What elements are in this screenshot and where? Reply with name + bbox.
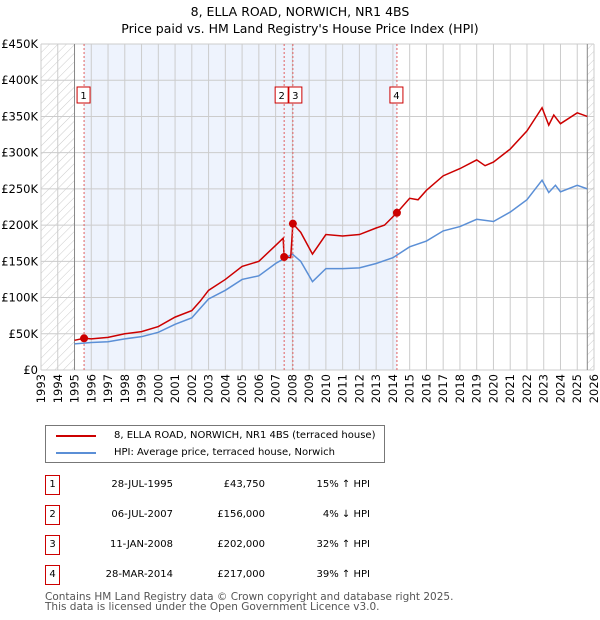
- transaction-hpi: 4% ↓ HPI: [322, 509, 370, 520]
- transaction-hpi: 39% ↑ HPI: [316, 569, 370, 580]
- x-tick-label: 2010: [319, 374, 333, 403]
- sale-label: 1: [80, 91, 86, 102]
- x-tick-label: 2016: [419, 374, 433, 403]
- transaction-date: 28-MAR-2014: [105, 569, 173, 580]
- legend-property: 8, ELLA ROAD, NORWICH, NR1 4BS (terraced…: [114, 430, 376, 441]
- y-tick-label: £0: [23, 363, 38, 377]
- sale-point: [80, 334, 89, 343]
- x-tick-label: 2020: [486, 374, 500, 403]
- x-tick-label: 2005: [235, 374, 249, 403]
- sale-point: [280, 252, 289, 261]
- sale-point: [392, 208, 401, 217]
- x-tick-label: 2024: [553, 374, 567, 403]
- transaction-badge: 4: [45, 565, 60, 585]
- x-tick-label: 1994: [51, 374, 65, 403]
- y-tick-label: £450K: [1, 37, 38, 51]
- y-tick-label: £50K: [9, 327, 39, 341]
- sale-label-box: [288, 86, 303, 104]
- transaction-badge: 1: [45, 475, 60, 495]
- owned-period-shade: [84, 44, 397, 370]
- y-tick-label: £350K: [1, 109, 38, 123]
- x-tick-label: 2026: [587, 374, 600, 403]
- x-tick-label: 2009: [302, 374, 316, 403]
- x-tick-label: 1993: [34, 374, 48, 403]
- x-tick-label: 1998: [118, 374, 132, 403]
- transaction-price: £43,750: [223, 479, 265, 490]
- sale-label: 2: [278, 91, 284, 102]
- transaction-date: 11-JAN-2008: [109, 539, 173, 550]
- x-tick-label: 2023: [537, 374, 551, 403]
- transaction-row: 1 28-JUL-1995 £43,750 15% ↑ HPI: [45, 475, 385, 495]
- y-tick-label: £250K: [1, 182, 38, 196]
- chart-title: 8, ELLA ROAD, NORWICH, NR1 4BS: [190, 4, 410, 19]
- transaction-date: 28-JUL-1995: [111, 479, 173, 490]
- transaction-price: £202,000: [217, 539, 265, 550]
- x-tick-label: 2002: [185, 374, 199, 403]
- sale-label-box: [389, 86, 404, 104]
- y-tick-label: £300K: [1, 146, 38, 160]
- x-tick-label: 2015: [403, 374, 417, 403]
- x-tick-label: 2008: [285, 374, 299, 403]
- y-tick-label: £200K: [1, 218, 38, 232]
- transaction-row: 2 06-JUL-2007 £156,000 4% ↓ HPI: [45, 505, 385, 525]
- x-tick-label: 1996: [84, 374, 98, 403]
- transaction-row: 3 11-JAN-2008 £202,000 32% ↑ HPI: [45, 535, 385, 555]
- footer-licence: This data is licensed under the Open Gov…: [45, 601, 380, 613]
- x-tick-label: 2003: [202, 374, 216, 403]
- x-tick-label: 2014: [386, 374, 400, 403]
- x-tick-label: 2021: [503, 374, 517, 403]
- x-tick-label: 2012: [352, 374, 366, 403]
- x-tick-label: 2018: [453, 374, 467, 403]
- x-tick-label: 2013: [369, 374, 383, 403]
- sale-point: [288, 219, 297, 228]
- x-tick-label: 2011: [336, 374, 350, 403]
- hatched-after: [587, 44, 594, 370]
- footer-copyright: Contains HM Land Registry data © Crown c…: [45, 591, 454, 603]
- transaction-badge: 2: [45, 505, 60, 525]
- y-tick-label: £400K: [1, 73, 38, 87]
- x-tick-label: 1997: [101, 374, 115, 403]
- legend: 8, ELLA ROAD, NORWICH, NR1 4BS (terraced…: [45, 425, 385, 463]
- legend-hpi: HPI: Average price, terraced house, Norw…: [114, 447, 335, 458]
- price-chart: £0 £50K £100K £150K £200K £250K £300K £350K £400…: [1, 37, 600, 403]
- transaction-price: £156,000: [217, 509, 265, 520]
- x-tick-label: 2001: [168, 374, 182, 403]
- transaction-price: £217,000: [217, 569, 265, 580]
- x-tick-label: 2000: [151, 374, 165, 403]
- x-tick-label: 2017: [436, 374, 450, 403]
- y-tick-label: £100K: [1, 291, 38, 305]
- x-tick-label: 2006: [252, 374, 266, 403]
- transaction-badge: 3: [45, 535, 60, 555]
- sale-label: 3: [292, 91, 298, 102]
- x-tick-label: 2004: [218, 374, 232, 403]
- legend-blue-line: [56, 451, 96, 454]
- sale-label-box: [76, 86, 91, 104]
- legend-red-line: [56, 434, 96, 437]
- x-tick-label: 2019: [470, 374, 484, 403]
- transaction-hpi: 32% ↑ HPI: [316, 539, 370, 550]
- transaction-date: 06-JUL-2007: [111, 509, 173, 520]
- y-tick-label: £150K: [1, 254, 38, 268]
- hpi-line: [74, 178, 588, 345]
- chart-subtitle: Price paid vs. HM Land Registry's House …: [121, 21, 479, 36]
- sale-label: 4: [393, 91, 399, 102]
- x-tick-label: 2007: [269, 374, 283, 403]
- x-tick-label: 2025: [570, 374, 584, 403]
- sale-label-box: [274, 86, 289, 104]
- x-tick-label: 1999: [135, 374, 149, 403]
- x-tick-label: 2022: [520, 374, 534, 403]
- transaction-hpi: 15% ↑ HPI: [316, 479, 370, 490]
- property-line: [74, 106, 588, 342]
- x-tick-label: 1995: [68, 374, 82, 403]
- transaction-row: 4 28-MAR-2014 £217,000 39% ↑ HPI: [45, 565, 385, 585]
